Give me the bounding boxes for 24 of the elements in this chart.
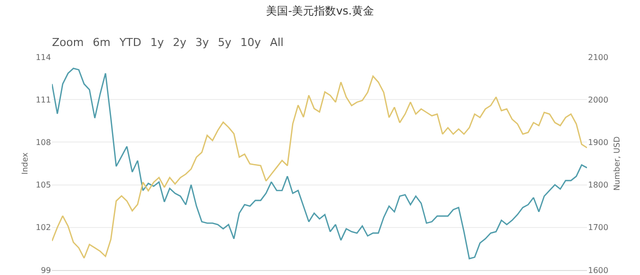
text: YTD xyxy=(119,36,142,49)
y2-axis-title: Number, USD xyxy=(612,136,622,191)
y-tick-label: 105 xyxy=(36,180,51,190)
y2-tick-label: 1900 xyxy=(588,138,608,147)
text: 1y xyxy=(150,36,164,49)
text: Zoom xyxy=(52,36,84,49)
y2-tick-label: 2100 xyxy=(588,52,608,62)
y2-tick-label: 1600 xyxy=(588,266,608,275)
y-tick-label: 102 xyxy=(36,223,51,232)
y-tick-label: 108 xyxy=(36,138,51,147)
y-tick-label: 111 xyxy=(36,95,51,104)
y-axis-title: Index xyxy=(20,152,30,175)
text: 10y xyxy=(240,36,261,49)
y2-tick-label: 2000 xyxy=(588,95,608,104)
y-tick-label: 114 xyxy=(36,52,51,62)
y2-tick-label: 1800 xyxy=(588,180,608,190)
text: All xyxy=(270,36,284,49)
text: 2y xyxy=(172,36,186,49)
text: 3y xyxy=(195,36,209,49)
text: 5y xyxy=(218,36,232,49)
y2-tick-label: 1700 xyxy=(588,223,608,232)
text: 6m xyxy=(92,36,110,49)
y-tick-label: 99 xyxy=(40,266,51,275)
chart-title: 美国-美元指数vs.黄金 xyxy=(266,4,374,18)
